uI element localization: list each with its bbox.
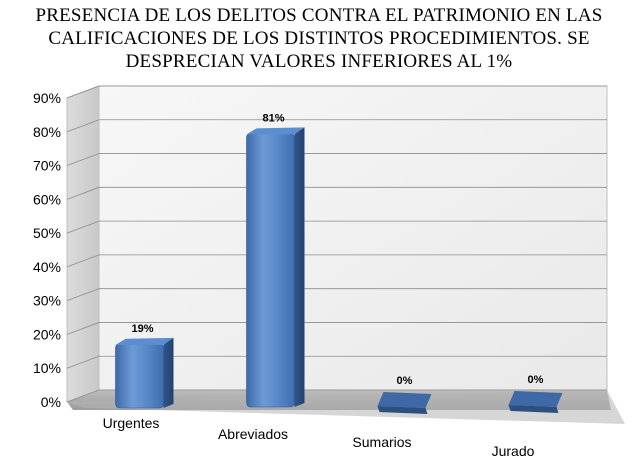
y-axis: 0% 10% 20% 30% 40% 50% 60% 70% 80% 90% [33,90,61,410]
bars [115,127,563,414]
bar-front [115,343,164,409]
bar-flat-edge [377,406,428,414]
x-category-label: Sumarios [352,434,411,450]
y-tick-label: 80% [33,124,61,140]
gridline [66,288,607,302]
bar [115,337,174,409]
gridline [66,254,607,268]
data-label: 19% [131,323,153,335]
data-labels: 19% 81% 0% 0% [131,112,543,387]
gridline [66,220,607,234]
y-tick-label: 40% [33,259,61,275]
y-tick-label: 0% [41,394,61,410]
chart-title-line: CALIFICACIONES DE LOS DISTINTOS PROCEDIM… [48,28,590,49]
gridline [66,119,607,133]
x-category-label: Abreviados [218,426,288,442]
chart-title-line: PRESENCIA DE LOS DELITOS CONTRA EL PATRI… [35,5,603,26]
floor-band [67,390,625,424]
bar [508,391,563,413]
gridline [66,355,607,369]
y-tick-label: 90% [33,90,61,106]
bar-side [163,337,174,408]
plot-frame [66,85,625,424]
gridline [66,153,607,166]
chart-title: PRESENCIA DE LOS DELITOS CONTRA EL PATRI… [0,4,638,73]
bar-flat [508,391,563,407]
y-tick-label: 60% [33,191,61,207]
x-category-label: Urgentes [103,415,160,431]
data-label: 0% [397,375,413,387]
bar [246,127,305,408]
y-tick-label: 70% [33,158,61,174]
chart-title-line: DESPRECIAN VALORES INFERIORES AL 1% [125,51,513,72]
bar-flat-edge [508,405,559,413]
bar-flat [377,392,432,408]
back-wall [98,85,608,391]
gridline [66,85,607,99]
bar [377,392,432,414]
grid-lines [66,85,607,403]
bar-front [246,133,295,408]
y-tick-label: 50% [33,225,61,241]
x-category-label: Jurado [492,443,535,459]
bar-top [246,127,305,135]
gridline [66,322,607,335]
bar-top [115,337,174,345]
bar-side [294,127,305,408]
y-tick-label: 10% [33,360,61,376]
data-label: 0% [528,374,544,386]
gridline [66,186,607,200]
y-tick-label: 20% [33,326,61,342]
gridline [66,389,607,403]
data-label: 81% [262,112,284,124]
side-wall [66,85,100,403]
x-axis: Urgentes Abreviados Sumarios Jurado [103,415,535,459]
y-tick-label: 30% [33,293,61,309]
